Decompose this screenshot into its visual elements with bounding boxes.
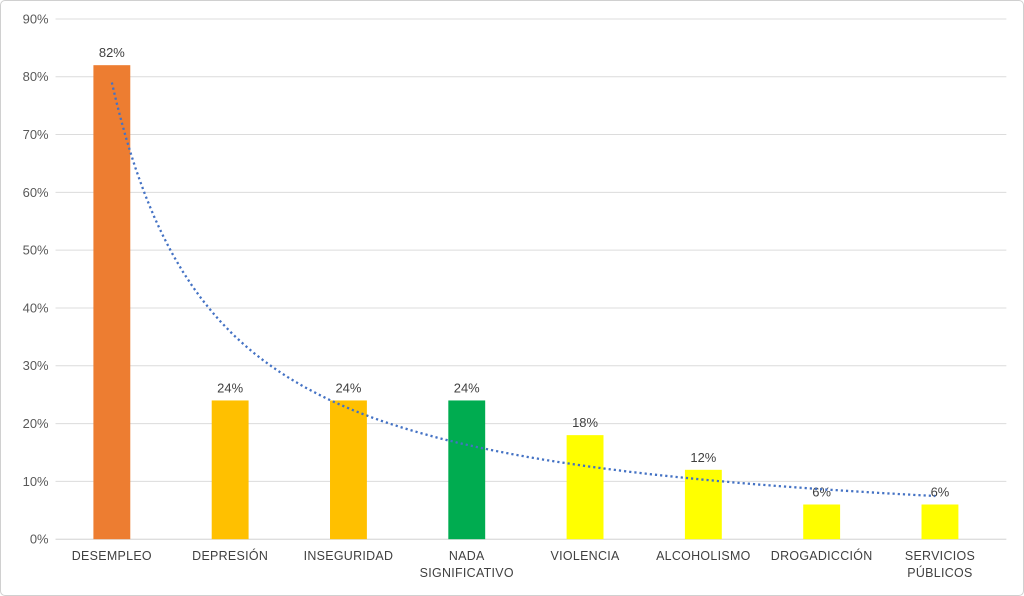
value-label-violencia: 18% — [572, 415, 598, 430]
category-label-depresión: DEPRESIÓN — [192, 548, 268, 563]
y-tick-label: 20% — [23, 416, 49, 431]
category-label-violencia: VIOLENCIA — [551, 549, 620, 563]
category-label-alcoholismo: ALCOHOLISMO — [656, 549, 751, 563]
y-tick-label: 40% — [23, 300, 49, 315]
y-tick-label: 60% — [23, 185, 49, 200]
y-tick-label: 0% — [30, 532, 49, 547]
category-label-desempleo: DESEMPLEO — [72, 549, 152, 563]
category-label-servicios-públicos: SERVICIOS PÚBLICOS — [905, 549, 975, 580]
trendline — [110, 82, 936, 498]
bar-inseguridad[interactable] — [330, 400, 367, 540]
value-label-drogadicción: 6% — [812, 485, 831, 500]
value-label-servicios-públicos: 6% — [931, 485, 950, 500]
category-label-nada-significativo: NADA SIGNIFICATIVO — [420, 549, 514, 580]
y-tick-label: 50% — [23, 243, 49, 258]
bar-violencia[interactable] — [566, 435, 604, 540]
y-tick-label: 90% — [23, 11, 49, 26]
value-label-nada-significativo: 24% — [454, 380, 480, 395]
bar-drogadicción[interactable] — [803, 504, 841, 540]
y-tick-label: 80% — [23, 69, 49, 84]
bar-alcoholismo[interactable] — [684, 469, 722, 540]
bar-depresión[interactable] — [211, 400, 249, 540]
bar-servicios-públicos[interactable] — [921, 504, 959, 540]
category-label-inseguridad: INSEGURIDAD — [304, 549, 394, 563]
value-label-inseguridad: 24% — [335, 380, 361, 395]
y-tick-label: 30% — [23, 358, 49, 373]
value-label-alcoholismo: 12% — [690, 450, 716, 465]
value-label-depresión: 24% — [217, 380, 243, 395]
value-label-desempleo: 82% — [99, 45, 125, 60]
bar-nada-significativo[interactable] — [448, 400, 486, 540]
category-label-drogadicción: DROGADICCIÓN — [771, 548, 873, 563]
y-tick-label: 70% — [23, 127, 49, 142]
y-tick-label: 10% — [23, 474, 49, 489]
bar-desempleo[interactable] — [93, 65, 131, 540]
